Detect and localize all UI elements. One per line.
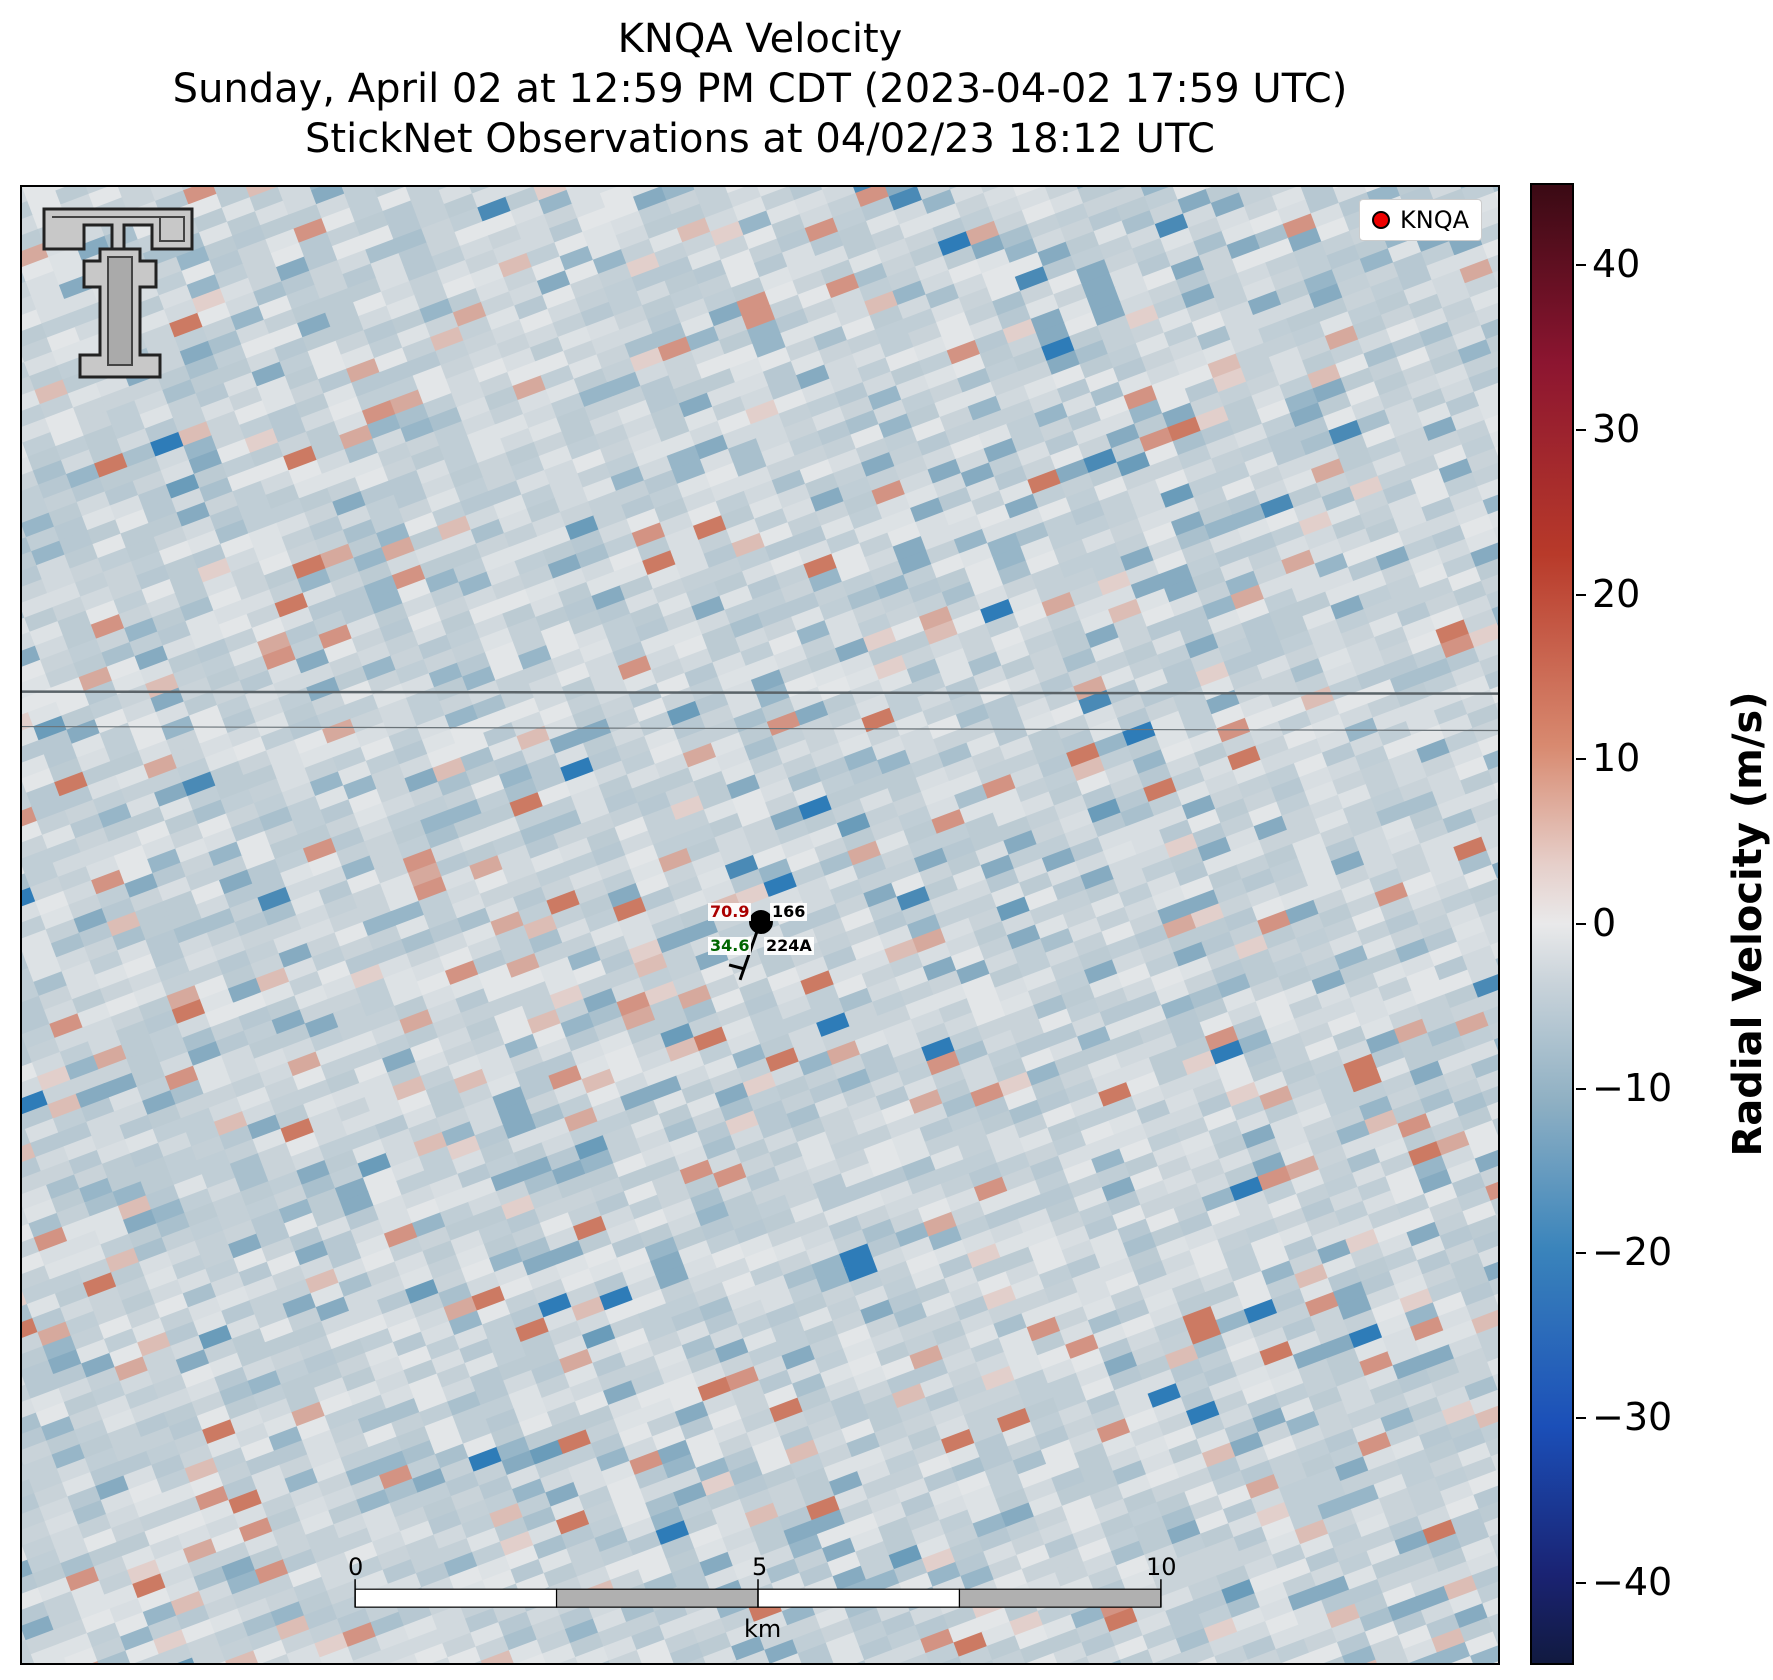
- colorbar-tick: [1576, 593, 1586, 596]
- colorbar-tick-label: −20: [1592, 1230, 1673, 1275]
- scale-tick-10: 10: [1146, 1553, 1177, 1581]
- colorbar-tick: [1576, 1087, 1586, 1090]
- scale-tick-0: 0: [348, 1553, 364, 1581]
- colorbar-tick: [1576, 923, 1586, 925]
- figure-subtitle-time: Sunday, April 02 at 12:59 PM CDT (2023-0…: [172, 66, 1348, 112]
- texas-tech-double-t-logo: [42, 207, 194, 379]
- colorbar-tick-label: −40: [1592, 1559, 1673, 1604]
- figure-subtitle-obs: StickNet Observations at 04/02/23 18:12 …: [305, 116, 1215, 162]
- scale-bar: [354, 1579, 1162, 1608]
- legend-label: KNQA: [1400, 206, 1469, 234]
- colorbar-tick-label: 20: [1592, 571, 1641, 616]
- colorbar-tick-label: 30: [1592, 407, 1641, 451]
- legend-marker-icon: [1372, 211, 1390, 229]
- station-dewpoint: 34.6: [708, 936, 752, 955]
- figure-title: KNQA Velocity: [617, 16, 903, 62]
- station-id: 224A: [764, 936, 814, 955]
- scale-unit: km: [744, 1615, 782, 1643]
- colorbar-tick-label: −10: [1592, 1065, 1673, 1110]
- colorbar-tick: [1576, 758, 1586, 761]
- colorbar-tick: [1576, 1252, 1586, 1255]
- radar-velocity-field: [22, 187, 1498, 1663]
- colorbar-tick-label: 0: [1592, 901, 1617, 945]
- boundary-line-lower: [22, 725, 1498, 732]
- colorbar: [1530, 183, 1574, 1665]
- scale-tick-5: 5: [752, 1553, 768, 1581]
- colorbar-label: Radial Velocity (m/s): [1725, 691, 1771, 1157]
- colorbar-tick: [1576, 264, 1586, 267]
- station-pressure: 166: [770, 902, 808, 921]
- colorbar-tick-label: −30: [1592, 1395, 1673, 1439]
- colorbar-tick: [1576, 429, 1586, 431]
- station-marker: [749, 910, 773, 934]
- colorbar-tick-label: 10: [1592, 736, 1641, 781]
- station-temperature: 70.9: [708, 902, 752, 921]
- map-legend: KNQA: [1359, 199, 1482, 241]
- colorbar-tick: [1576, 1581, 1586, 1584]
- boundary-line-upper: [22, 690, 1498, 695]
- colorbar-tick: [1576, 1417, 1586, 1419]
- colorbar-tick-label: 40: [1592, 242, 1641, 287]
- radar-map-panel: KNQA 70.9 166 34.6 224A 0 5 10 km: [20, 185, 1500, 1665]
